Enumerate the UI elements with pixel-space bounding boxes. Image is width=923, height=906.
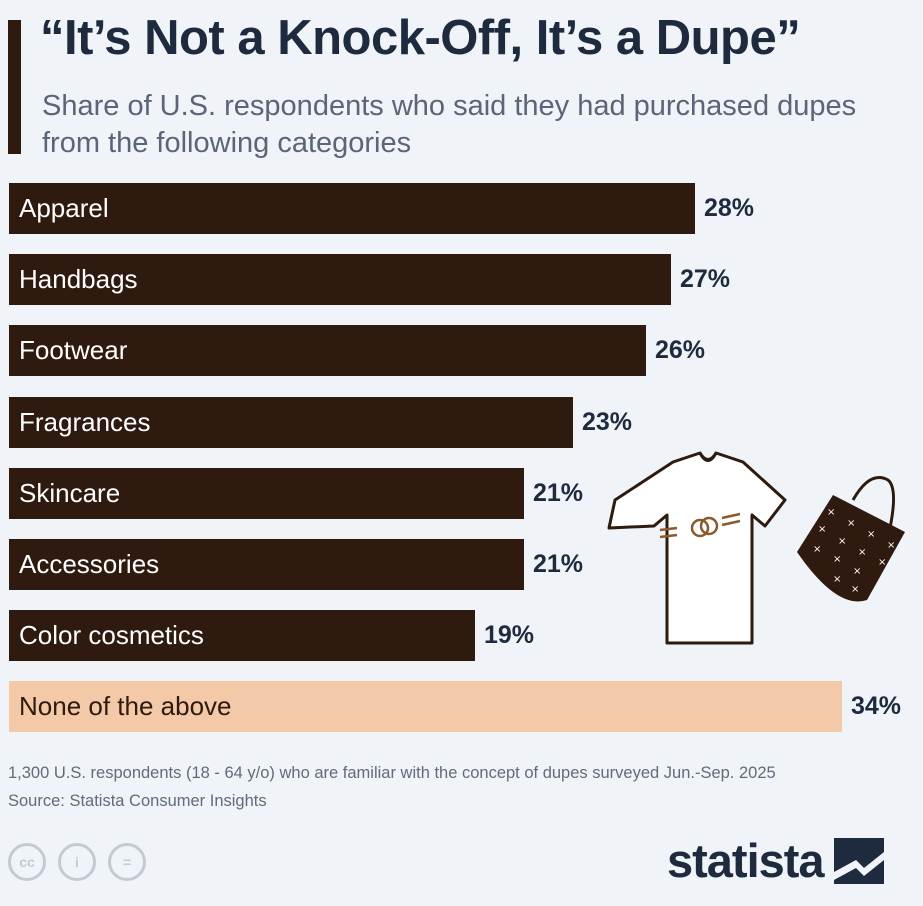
svg-text:×: × (867, 529, 875, 540)
chart-title: “It’s Not a Knock-Off, It’s a Dupe” (40, 11, 801, 65)
svg-text:×: × (827, 507, 835, 518)
svg-text:×: × (851, 584, 859, 595)
bar-category-label: Fragrances (19, 407, 151, 437)
bar-category-label: Footwear (19, 335, 128, 365)
statista-wordmark: statista (667, 834, 825, 887)
bar (9, 468, 524, 519)
bar-category-label: Color cosmetics (19, 620, 204, 650)
chart-source: Source: Statista Consumer Insights (8, 792, 267, 810)
bar (9, 397, 573, 448)
bar-value-label: 28% (704, 194, 755, 222)
bar (9, 610, 475, 661)
bar-value-label: 27% (680, 265, 731, 293)
bar-category-label: Apparel (19, 193, 109, 223)
bar-value-label: 34% (851, 692, 902, 720)
cc-icon[interactable]: cc (8, 843, 46, 881)
svg-text:×: × (833, 554, 841, 565)
bar-category-label: Accessories (19, 549, 160, 579)
attribution-icon[interactable]: i (58, 843, 96, 881)
bar-category-label: None of the above (19, 691, 232, 721)
handbag-icon: ×××× ×××× ××× ×× (797, 476, 905, 602)
svg-text:×: × (858, 547, 866, 558)
svg-text:×: × (818, 524, 826, 535)
bar-value-label: 26% (655, 336, 706, 364)
chart-footnote: 1,300 U.S. respondents (18 - 64 y/o) who… (8, 764, 776, 782)
bar (9, 183, 695, 234)
svg-text:×: × (833, 574, 841, 585)
bar-category-label: Skincare (19, 478, 121, 508)
no-derivatives-icon[interactable]: = (108, 843, 146, 881)
svg-text:×: × (887, 540, 895, 551)
logo-print-icon (659, 512, 741, 539)
svg-text:×: × (838, 536, 846, 547)
svg-text:×: × (847, 518, 855, 529)
bar-value-label: 23% (582, 408, 633, 436)
tshirt-icon (607, 451, 787, 645)
bar-value-label: 21% (533, 550, 584, 578)
statista-mark-icon (833, 837, 884, 884)
tshirt-handbag-illustration: ×××× ×××× ××× ×× (607, 451, 905, 645)
bar-category-label: Handbags (19, 264, 138, 294)
svg-text:×: × (853, 566, 861, 577)
chart-subtitle: Share of U.S. respondents who said they … (42, 90, 857, 159)
bar (9, 325, 646, 376)
svg-text:×: × (878, 557, 886, 568)
bar-value-label: 19% (484, 621, 535, 649)
bar-value-label: 21% (533, 479, 584, 507)
bar (9, 681, 842, 732)
bar (9, 254, 671, 305)
license-icons: cc i = (8, 843, 146, 881)
bar (9, 539, 524, 590)
title-accent-bar (8, 20, 21, 154)
svg-text:×: × (813, 544, 821, 555)
statista-logo[interactable]: statista (667, 833, 884, 888)
